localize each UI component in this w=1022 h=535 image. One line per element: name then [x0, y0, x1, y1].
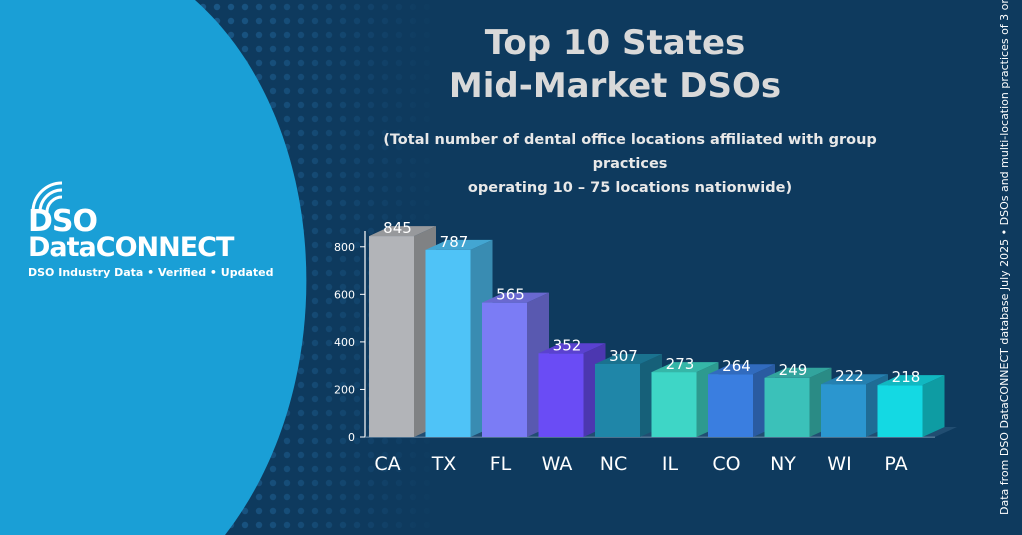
data-label-WI: 222 [835, 367, 864, 385]
x-tick-label-FL: FL [490, 453, 512, 475]
y-tick-label: 200 [334, 383, 355, 396]
bar-chart: 0 200 400 600 800 845 CA 787 TX 565 FL 352 WA 307 NC 27… [334, 219, 957, 475]
y-tick-label: 600 [334, 288, 355, 301]
data-label-TX: 787 [440, 233, 469, 251]
logo-tagline: DSO Industry Data • Verified • Updated [28, 266, 274, 279]
bar-FL [482, 302, 527, 437]
data-label-NY: 249 [779, 361, 808, 379]
bar-WI [821, 384, 866, 437]
bar-top-FL [482, 292, 549, 303]
bar-NY [764, 377, 810, 437]
y-tick-label: 800 [334, 241, 355, 254]
bar-top-WI [821, 374, 888, 385]
logo-text-dso: DSO [28, 204, 98, 239]
x-tick-label-WA: WA [542, 453, 573, 475]
y-tick-label: 400 [334, 336, 355, 349]
data-label-PA: 218 [892, 368, 921, 386]
bar-NC [595, 364, 640, 437]
y-tick-label: 0 [348, 431, 355, 444]
bar-side-PA [922, 375, 945, 437]
chart-title: Top 10 States Mid-Market DSOs [400, 22, 830, 108]
bar-IL [651, 372, 697, 437]
bar-CA [369, 236, 414, 437]
title-line-2: Mid-Market DSOs [448, 66, 782, 106]
subtitle-line-1: (Total number of dental office locations… [383, 132, 877, 172]
left-panel [0, 0, 307, 535]
data-label-NC: 307 [609, 347, 638, 365]
data-label-CO: 264 [722, 357, 751, 375]
x-tick-label-PA: PA [884, 453, 907, 475]
bar-top-WA [538, 343, 606, 354]
x-tick-label-IL: IL [662, 453, 679, 475]
logo-text-dataconnect: DataCONNECT [28, 232, 234, 263]
logo-arcs-icon [31, 181, 63, 213]
title-line-1: Top 10 States [484, 23, 746, 63]
x-tick-label-NC: NC [600, 453, 627, 475]
x-tick-label-CO: CO [712, 453, 740, 475]
x-tick-label-CA: CA [374, 453, 400, 475]
x-tick-label-NY: NY [770, 453, 796, 475]
x-tick-label-WI: WI [827, 453, 851, 475]
bar-top-TX [425, 239, 493, 250]
bar-top-CA [369, 226, 436, 237]
bar-top-IL [651, 362, 719, 373]
bar-top-PA [877, 375, 945, 386]
bar-top-NY [764, 367, 832, 378]
data-label-WA: 352 [553, 336, 582, 354]
bar-CO [708, 374, 753, 437]
data-label-FL: 565 [496, 286, 525, 304]
bar-top-CO [708, 364, 775, 375]
bar-TX [425, 249, 471, 437]
data-label-IL: 273 [666, 355, 695, 373]
x-tick-label-TX: TX [431, 453, 457, 475]
chart-subtitle: (Total number of dental office locations… [370, 128, 890, 200]
bar-PA [877, 385, 923, 437]
bar-top-NC [595, 354, 662, 365]
bar-WA [538, 353, 584, 437]
data-label-CA: 845 [383, 219, 412, 237]
source-note: Data from DSO DataCONNECT database July … [998, 0, 1011, 515]
subtitle-line-2: operating 10 – 75 locations nationwide) [467, 180, 793, 196]
